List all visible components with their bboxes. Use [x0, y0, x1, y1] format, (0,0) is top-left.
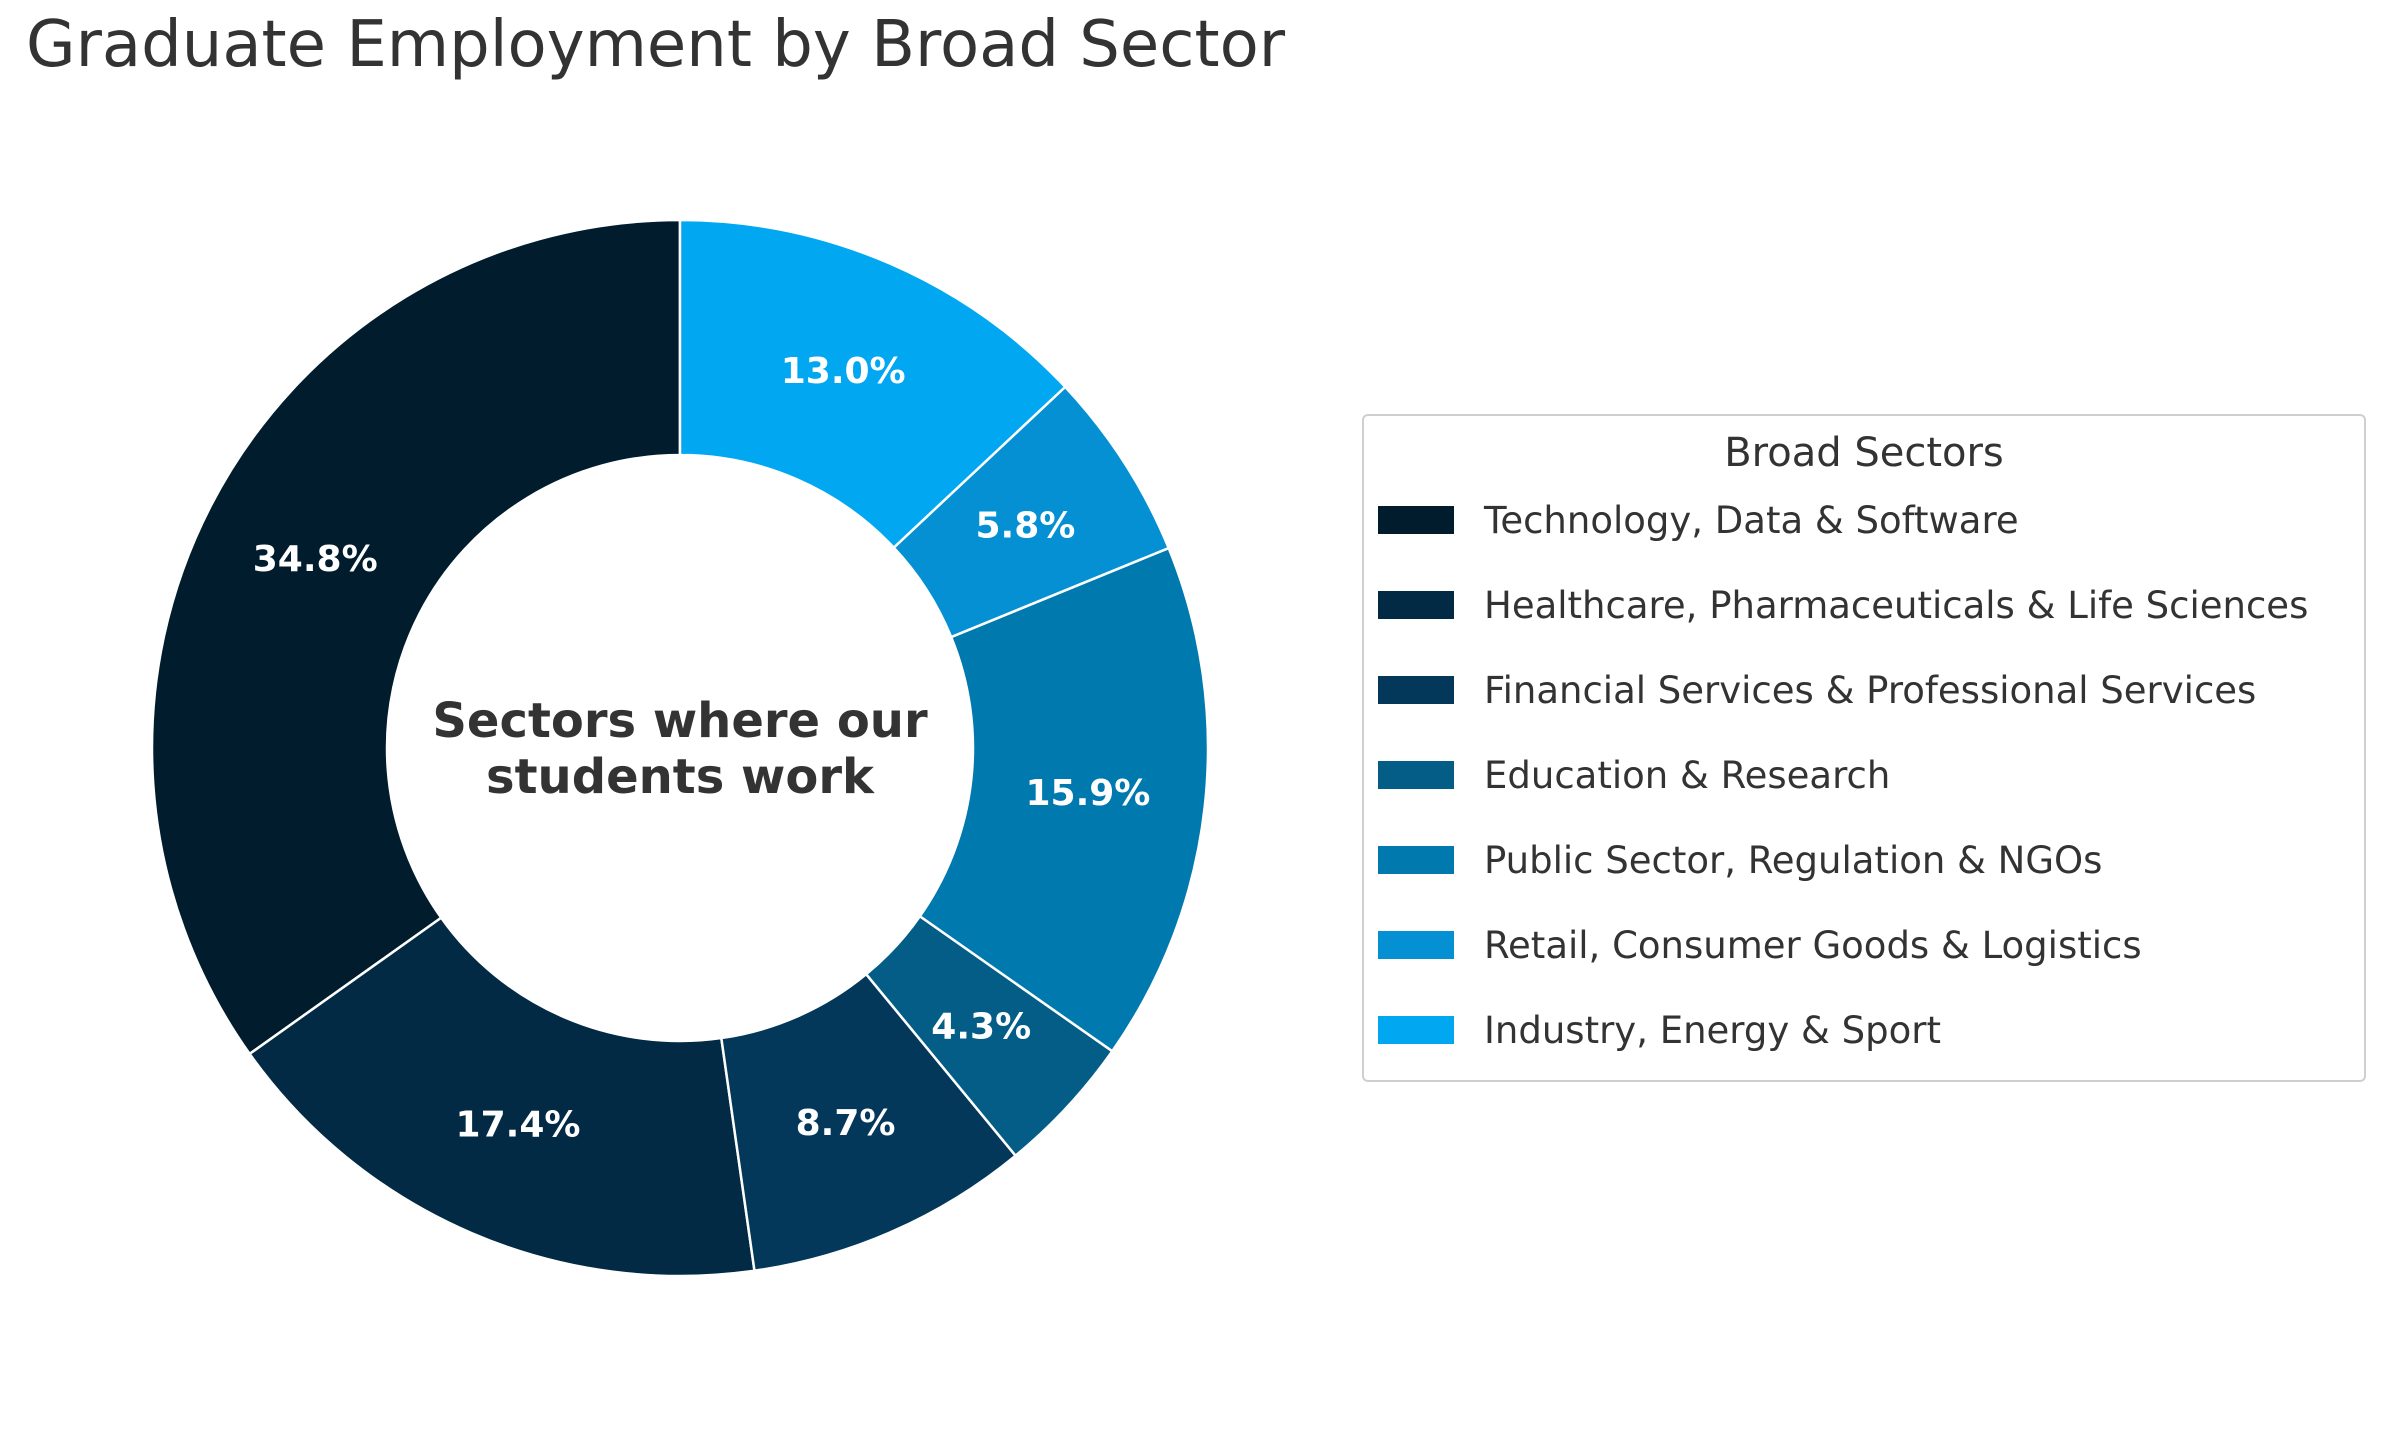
legend-label: Financial Services & Professional Servic… [1484, 668, 2257, 712]
legend: Broad Sectors Technology, Data & Softwar… [1362, 414, 2366, 1082]
legend-swatch [1378, 761, 1454, 789]
legend-label: Public Sector, Regulation & NGOs [1484, 838, 2103, 882]
legend-label: Retail, Consumer Goods & Logistics [1484, 923, 2142, 967]
legend-item: Technology, Data & Software [1378, 498, 2019, 542]
legend-swatch [1378, 676, 1454, 704]
slice-percent-label: 13.0% [781, 351, 906, 392]
legend-item: Public Sector, Regulation & NGOs [1378, 838, 2103, 882]
legend-swatch [1378, 506, 1454, 534]
legend-swatch [1378, 931, 1454, 959]
legend-item: Education & Research [1378, 753, 1891, 797]
donut-slice [247, 916, 756, 1278]
slice-percent-label: 34.8% [253, 539, 378, 580]
center-label-line-2: students work [486, 749, 875, 805]
legend-swatch [1378, 1016, 1454, 1044]
donut-chart: 34.8% 17.4% 8.7% 4.3% 15.9% 5.8% 13.0% Sectors… [150, 218, 1210, 1278]
legend-swatch [1378, 846, 1454, 874]
legend-swatch [1378, 591, 1454, 619]
slice-percent-label: 5.8% [976, 506, 1076, 547]
center-label-line-1: Sectors where our [432, 693, 928, 749]
legend-label: Healthcare, Pharmaceuticals & Life Scien… [1484, 583, 2309, 627]
legend-title: Broad Sectors [1724, 430, 2004, 476]
slice-percent-label: 17.4% [456, 1105, 581, 1146]
legend-item: Healthcare, Pharmaceuticals & Life Scien… [1378, 583, 2309, 627]
legend-item: Industry, Energy & Sport [1378, 1008, 1941, 1052]
legend-item: Retail, Consumer Goods & Logistics [1378, 923, 2142, 967]
slice-percent-label: 4.3% [931, 1006, 1031, 1047]
donut-slice [678, 218, 1067, 550]
legend-item: Financial Services & Professional Servic… [1378, 668, 2257, 712]
legend-label: Industry, Energy & Sport [1484, 1008, 1941, 1052]
donut-slice [150, 218, 682, 1056]
slice-percent-label: 15.9% [1025, 773, 1150, 814]
donut-slice [918, 546, 1210, 1053]
legend-label: Education & Research [1484, 753, 1891, 797]
legend-label: Technology, Data & Software [1484, 498, 2019, 542]
slice-percent-label: 8.7% [796, 1103, 896, 1144]
chart-title: Graduate Employment by Broad Sector [26, 8, 1286, 82]
